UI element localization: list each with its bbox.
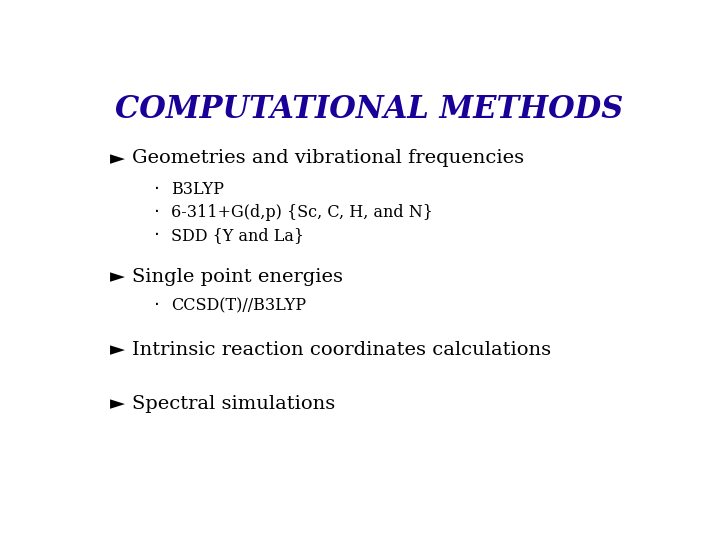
Text: ·: · bbox=[154, 203, 160, 222]
Text: COMPUTATIONAL METHODS: COMPUTATIONAL METHODS bbox=[115, 94, 623, 125]
Text: SDD {Y and La}: SDD {Y and La} bbox=[171, 227, 304, 244]
Text: ►: ► bbox=[109, 149, 125, 168]
Text: 6-311+G(d,p) {Sc, C, H, and N}: 6-311+G(d,p) {Sc, C, H, and N} bbox=[171, 204, 433, 221]
Text: ·: · bbox=[154, 226, 160, 245]
Text: ·: · bbox=[154, 180, 160, 199]
Text: Geometries and vibrational frequencies: Geometries and vibrational frequencies bbox=[132, 150, 524, 167]
Text: Intrinsic reaction coordinates calculations: Intrinsic reaction coordinates calculati… bbox=[132, 341, 551, 359]
Text: ►: ► bbox=[109, 394, 125, 413]
Text: ►: ► bbox=[109, 267, 125, 286]
Text: CCSD(T)//B3LYP: CCSD(T)//B3LYP bbox=[171, 298, 306, 314]
Text: Spectral simulations: Spectral simulations bbox=[132, 395, 335, 413]
Text: B3LYP: B3LYP bbox=[171, 181, 224, 198]
Text: ·: · bbox=[154, 296, 160, 315]
Text: Single point energies: Single point energies bbox=[132, 268, 343, 286]
Text: ►: ► bbox=[109, 340, 125, 359]
